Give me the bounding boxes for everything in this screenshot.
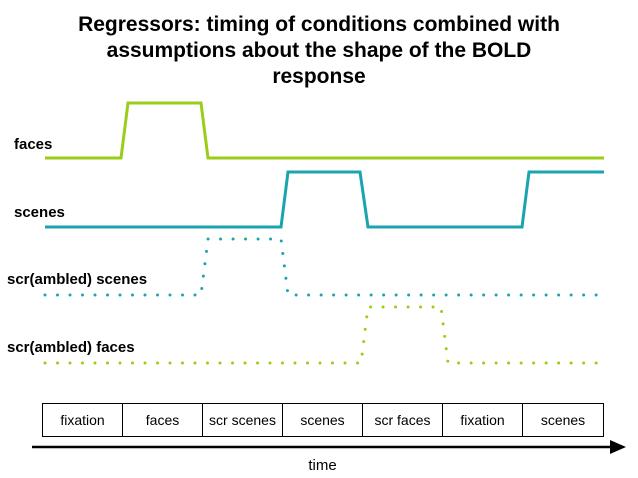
condition-block: scenes [283, 404, 363, 436]
condition-block: scr scenes [203, 404, 283, 436]
scenes-regressor-label: scenes [14, 204, 65, 221]
title-line-3: response [272, 65, 366, 88]
condition-block: scr faces [363, 404, 443, 436]
time-axis-arrowhead [610, 440, 626, 454]
condition-block: scenes [540, 412, 586, 428]
diagram-title: Regressors: timing of conditions combine… [0, 12, 638, 90]
time-axis-label: time [308, 457, 337, 474]
condition-block: fixation [443, 404, 523, 436]
scrambled-scenes-regressor-line [43, 237, 606, 297]
condition-block: fixation [43, 404, 123, 436]
title-line-1: Regressors: timing of conditions combine… [78, 13, 560, 36]
condition-block: faces [123, 404, 203, 436]
scrambled-faces-regressor-line [43, 305, 606, 365]
condition-timeline: fixation faces scr scenes scenes scr fac… [42, 403, 604, 437]
faces-regressor-label: faces [14, 136, 53, 153]
scenes-regressor-line [45, 170, 604, 229]
scrambled-scenes-regressor-label: scr(ambled) scenes [7, 271, 148, 288]
title-line-2: assumptions about the shape of the BOLD [106, 39, 532, 62]
faces-regressor-line [45, 101, 604, 160]
scrambled-faces-regressor-label: scr(ambled) faces [7, 339, 135, 356]
